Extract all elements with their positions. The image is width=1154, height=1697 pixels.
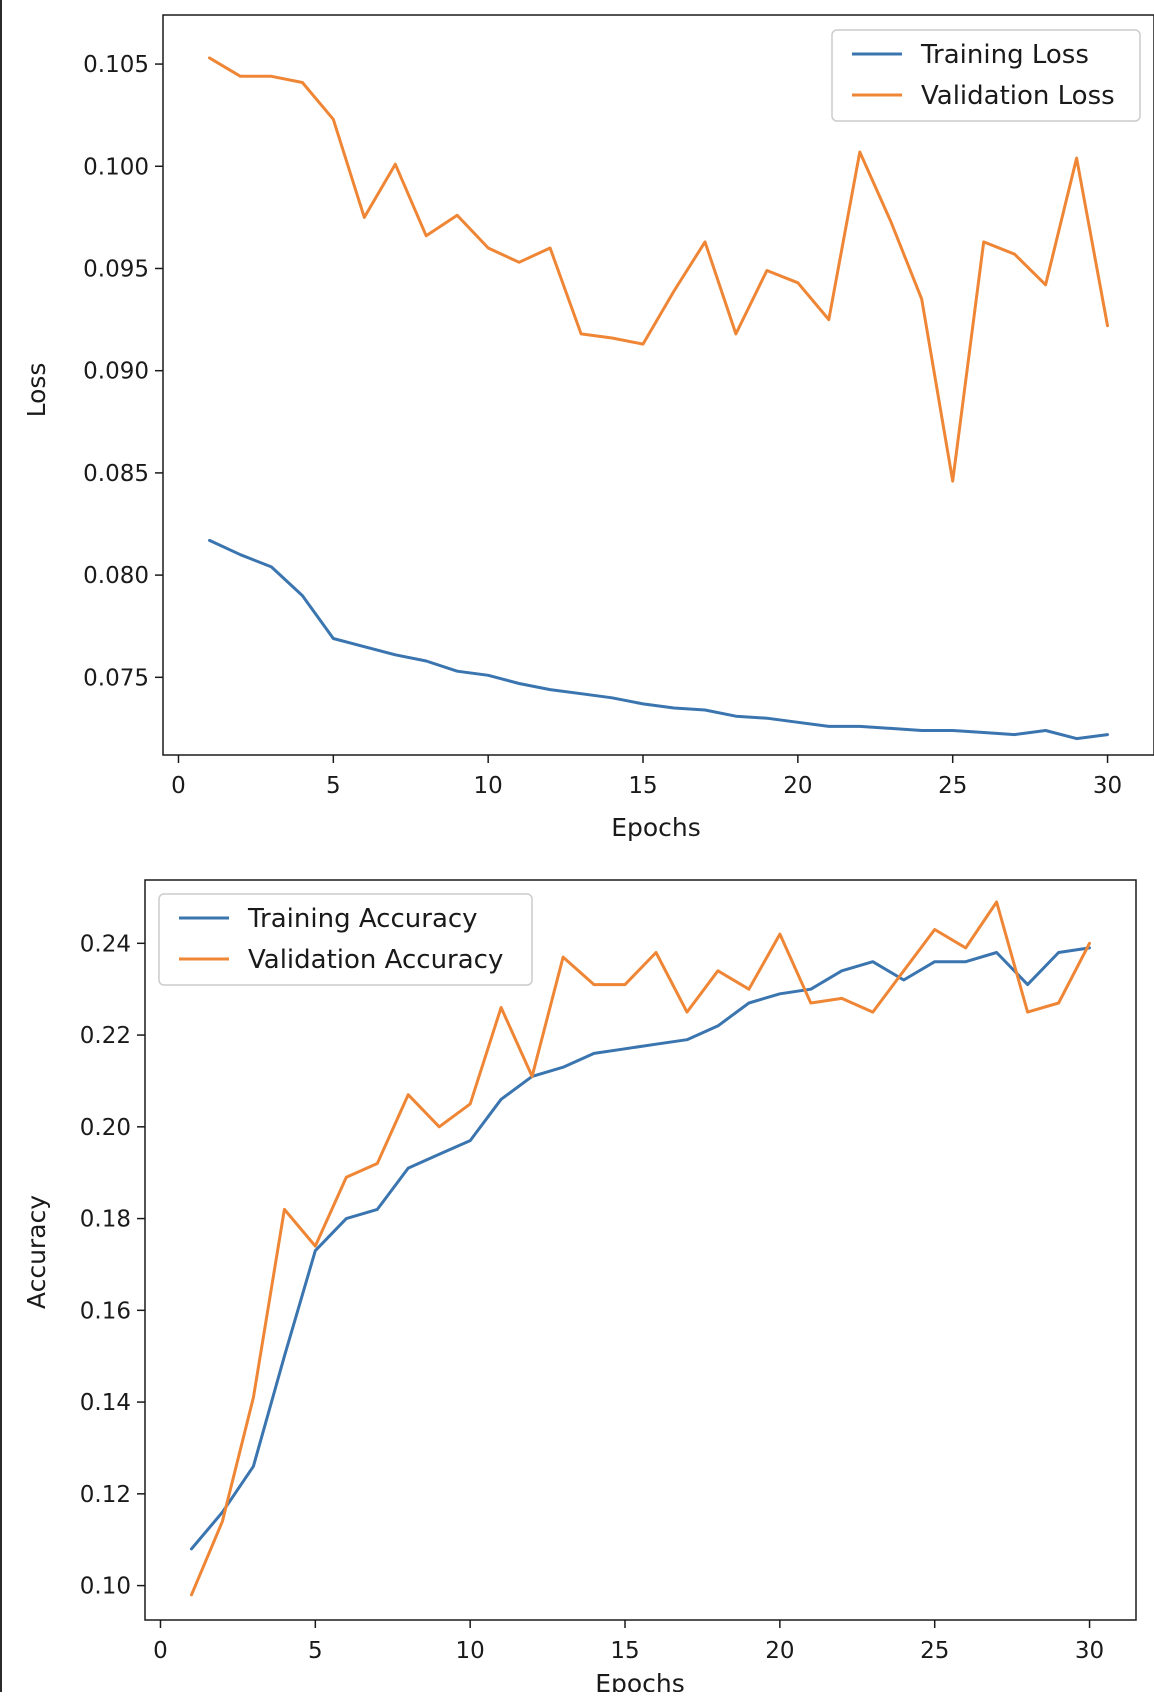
accuracy-legend-box: [158, 893, 533, 986]
accuracy-y-tick-label: 0.22: [80, 1023, 131, 1049]
accuracy-x-axis-label: Epochs: [595, 1669, 685, 1692]
loss-y-tick-label: 0.075: [83, 665, 149, 691]
accuracy-plot-frame: [144, 879, 1137, 1621]
accuracy-legend-label-validation: Validation Accuracy: [248, 945, 503, 975]
loss-series-line-validation-loss: [208, 56, 1109, 483]
accuracy-legend-label-training: Training Accuracy: [247, 904, 478, 934]
accuracy-legend: Training Accuracy Validation Accuracy: [158, 893, 533, 986]
loss-y-tick-label: 0.105: [83, 52, 149, 78]
loss-x-axis-label: Epochs: [611, 813, 701, 842]
accuracy-y-tick-label: 0.18: [80, 1207, 131, 1233]
loss-legend: Training Loss Validation Loss: [831, 29, 1141, 122]
accuracy-y-tick-label: 0.20: [80, 1115, 131, 1141]
accuracy-chart-marks: 0 5 10 15 20 25 30 0.10 0.12 0.14 0.16 0.18 0.20 0.22…: [80, 900, 1104, 1664]
loss-y-tick-label: 0.080: [83, 563, 149, 589]
loss-y-tick-label: 0.090: [83, 359, 149, 385]
accuracy-x-tick-label: 10: [456, 1638, 485, 1664]
accuracy-series-line-validation-accuracy: [190, 900, 1091, 1597]
accuracy-x-tick-label: 30: [1075, 1638, 1104, 1664]
accuracy-x-tick-label: 5: [308, 1638, 323, 1664]
accuracy-y-tick-label: 0.12: [80, 1482, 131, 1508]
accuracy-x-tick-label: 15: [610, 1638, 639, 1664]
accuracy-y-tick-label: 0.16: [80, 1298, 131, 1324]
accuracy-y-axis-label: Accuracy: [22, 1195, 51, 1309]
accuracy-chart: 0 5 10 15 20 25 30 0.10 0.12 0.14 0.16 0.18 0.20 0.22…: [22, 879, 1137, 1697]
loss-y-tick-label: 0.095: [83, 256, 149, 282]
accuracy-x-tick-label: 20: [765, 1638, 794, 1664]
loss-chart: 0 5 10 15 20 25 30 0.075 0.080 0.085 0.090 0.095 0.1…: [22, 14, 1154, 842]
accuracy-y-tick-label: 0.24: [80, 931, 131, 957]
accuracy-x-tick-label: 25: [920, 1638, 949, 1664]
loss-chart-marks: 0 5 10 15 20 25 30 0.075 0.080 0.085 0.090 0.095 0.1…: [83, 52, 1122, 799]
accuracy-x-tick-label: 0: [153, 1638, 168, 1664]
loss-x-tick-label: 30: [1093, 773, 1122, 799]
loss-x-tick-label: 0: [171, 773, 186, 799]
loss-y-tick-label: 0.100: [83, 154, 149, 180]
loss-series-line-training-loss: [208, 538, 1109, 741]
loss-legend-label-validation: Validation Loss: [921, 81, 1115, 111]
loss-legend-box: [831, 29, 1141, 122]
loss-x-tick-label: 20: [783, 773, 812, 799]
loss-x-tick-label: 15: [628, 773, 657, 799]
accuracy-y-tick-label: 0.10: [80, 1574, 131, 1600]
accuracy-y-tick-label: 0.14: [80, 1390, 131, 1416]
loss-x-tick-label: 25: [938, 773, 967, 799]
loss-y-tick-label: 0.085: [83, 461, 149, 487]
loss-x-tick-label: 5: [326, 773, 341, 799]
loss-x-tick-label: 10: [474, 773, 503, 799]
accuracy-series-line-training-accuracy: [190, 946, 1091, 1551]
loss-plot-frame: [162, 14, 1154, 756]
loss-y-axis-label: Loss: [22, 363, 51, 418]
loss-legend-label-training: Training Loss: [920, 40, 1089, 70]
